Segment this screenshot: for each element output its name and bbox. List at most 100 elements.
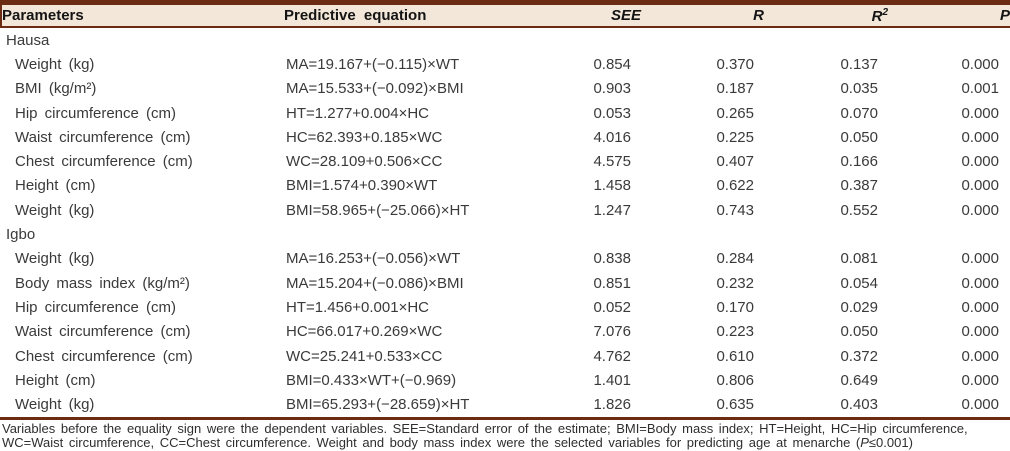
p-cell: 0.000 (961, 396, 999, 414)
equation-cell: HC=62.393+0.185×WC (286, 128, 443, 146)
parameter-cell: BMI (kg/m²) (15, 80, 97, 98)
r-cell: 0.187 (716, 80, 754, 98)
r-cell: 0.225 (716, 128, 754, 146)
footnote-italic-p: P (860, 435, 869, 451)
see-cell: 1.826 (593, 396, 631, 414)
r2-cell: 0.054 (840, 274, 878, 292)
parameter-cell: Chest circumference (cm) (15, 153, 193, 171)
table-row: Height (cm) BMI=0.433×WT+(−0.969) 1.401 0.8… (1, 368, 1010, 392)
column-header-r: R (641, 0, 764, 28)
p-cell: 0.000 (961, 201, 999, 219)
equation-cell: MA=15.204+(−0.086)×BMI (286, 274, 464, 292)
r-cell: 0.622 (716, 177, 754, 195)
r-cell: 0.284 (716, 250, 754, 268)
r2-cell: 0.649 (840, 371, 878, 389)
r2-cell: 0.403 (840, 396, 878, 414)
parameter-cell: Waist circumference (cm) (15, 323, 191, 341)
see-cell: 0.053 (593, 104, 631, 122)
equation-cell: BMI=58.965+(−25.066)×HT (286, 201, 470, 219)
see-cell: 4.575 (593, 153, 631, 171)
parameter-cell: Weight (kg) (15, 201, 95, 219)
equation-cell: BMI=1.574+0.390×WT (286, 177, 438, 195)
r2-cell: 0.137 (840, 55, 878, 73)
r-cell: 0.232 (716, 274, 754, 292)
see-cell: 0.052 (593, 298, 631, 316)
r-cell: 0.265 (716, 104, 754, 122)
equation-cell: MA=16.253+(−0.056)×WT (286, 250, 461, 268)
parameter-cell: Hip circumference (cm) (15, 298, 177, 316)
see-cell: 4.016 (593, 128, 631, 146)
r2-cell: 0.081 (840, 250, 878, 268)
table-row: Waist circumference (cm) HC=62.393+0.185×… (1, 125, 1010, 149)
table-body: Hausa Weight (kg) MA=19.167+(−0.115)×WT 0.8… (1, 27, 1010, 417)
parameter-cell: Height (cm) (15, 177, 96, 195)
column-header-r-squared: R2 (764, 0, 888, 28)
parameter-cell: Weight (kg) (15, 55, 95, 73)
footnote-line-2-tail: ≤0.001) (868, 435, 913, 451)
see-cell: 1.247 (593, 201, 631, 219)
section-label: Igbo (6, 226, 36, 244)
table-row: Height (cm) BMI=1.574+0.390×WT 1.458 0.622 0… (1, 174, 1010, 198)
p-cell: 0.000 (961, 274, 999, 292)
see-cell: 1.401 (593, 371, 631, 389)
table-header: Parameters Predictive equation SEE R R2 … (0, 0, 1010, 28)
r-cell: 0.170 (716, 298, 754, 316)
table-row: Body mass index (kg/m²) MA=15.204+(−0.086… (1, 271, 1010, 295)
p-cell: 0.000 (961, 104, 999, 122)
predictive-equations-table: Parameters Predictive equation SEE R R2 … (0, 0, 1010, 417)
p-cell: 0.001 (961, 80, 999, 98)
r2-cell: 0.035 (840, 80, 878, 98)
table-row: Weight (kg) BMI=58.965+(−25.066)×HT 1.247 0… (1, 198, 1010, 222)
see-cell: 0.854 (593, 55, 631, 73)
r-label: R (753, 7, 764, 24)
r-cell: 0.610 (716, 347, 754, 365)
r2-cell: 0.070 (840, 104, 878, 122)
parameter-cell: Waist circumference (cm) (15, 128, 191, 146)
equation-cell: HT=1.456+0.001×HC (286, 298, 430, 316)
see-label: SEE (610, 7, 641, 24)
table-row: Weight (kg) MA=16.253+(−0.056)×WT 0.838 0.2… (1, 247, 1010, 271)
equation-cell: MA=19.167+(−0.115)×WT (286, 55, 460, 73)
table-row: Hip circumference (cm) HT=1.277+0.004×HC 0… (1, 101, 1010, 125)
p-cell: 0.000 (961, 250, 999, 268)
r-squared-label: R2 (871, 6, 888, 25)
footnote-line-1: Variables before the equality sign were … (2, 420, 968, 436)
r2-cell: 0.050 (840, 128, 878, 146)
equation-cell: WC=28.109+0.506×CC (286, 153, 443, 171)
p-cell: 0.000 (961, 298, 999, 316)
table-row: Chest circumference (cm) WC=25.241+0.533×… (1, 344, 1010, 368)
see-cell: 0.838 (593, 250, 631, 268)
table-row: Weight (kg) MA=19.167+(−0.115)×WT 0.854 0.3… (1, 52, 1010, 76)
equation-cell: BMI=0.433×WT+(−0.969) (286, 371, 457, 389)
equation-cell: MA=15.533+(−0.092)×BMI (286, 80, 464, 98)
r2-cell: 0.029 (840, 298, 878, 316)
section-row: Hausa (1, 27, 1010, 52)
equation-cell: HC=66.017+0.269×WC (286, 323, 443, 341)
column-header-predictive-equation: Predictive equation (284, 0, 561, 28)
column-header-p: P (888, 0, 1010, 28)
r2-cell: 0.050 (840, 323, 878, 341)
table-row: BMI (kg/m²) MA=15.533+(−0.092)×BMI 0.903 0.… (1, 77, 1010, 101)
parameter-cell: Weight (kg) (15, 396, 95, 414)
parameter-cell: Weight (kg) (15, 250, 95, 268)
p-label: P (999, 7, 1010, 24)
p-cell: 0.000 (961, 128, 999, 146)
p-cell: 0.000 (961, 323, 999, 341)
parameter-cell: Height (cm) (15, 371, 96, 389)
r2-cell: 0.372 (840, 347, 878, 365)
p-cell: 0.000 (961, 153, 999, 171)
see-cell: 7.076 (593, 323, 631, 341)
footnote-line-2-text: WC=Waist circumference, CC=Chest circumf… (2, 435, 861, 451)
table-row: Chest circumference (cm) WC=28.109+0.506×… (1, 149, 1010, 173)
section-label: Hausa (6, 31, 50, 49)
section-row: Igbo (1, 222, 1010, 246)
equation-cell: BMI=65.293+(−28.659)×HT (286, 396, 470, 414)
parameter-cell: Chest circumference (cm) (15, 347, 193, 365)
p-cell: 0.000 (961, 55, 999, 73)
see-cell: 1.458 (593, 177, 631, 195)
see-cell: 0.851 (593, 274, 631, 292)
equation-cell: WC=25.241+0.533×CC (286, 347, 443, 365)
equation-cell: HT=1.277+0.004×HC (286, 104, 430, 122)
parameter-cell: Body mass index (kg/m²) (15, 274, 190, 292)
